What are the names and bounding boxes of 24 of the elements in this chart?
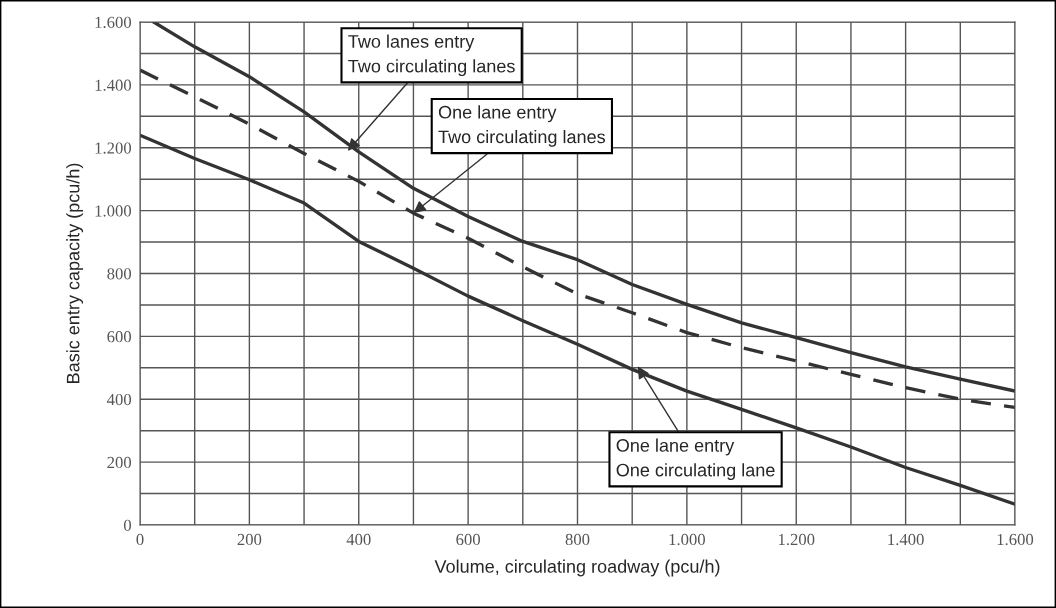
annotation: Two lanes entry Two circulating lanes (348, 34, 515, 77)
y-tick-label: 1.200 (95, 142, 132, 154)
x-tick-label: 200 (237, 533, 262, 546)
y-tick-label: 200 (107, 456, 132, 469)
x-tick-label: 1.200 (778, 533, 815, 546)
x-axis-title: Volume, circulating roadway (pcu/h) (434, 559, 720, 577)
x-tick-label: 400 (346, 533, 371, 546)
y-axis-title: Basic entry capacity (pcu/h) (66, 163, 84, 383)
y-tick-label: 800 (107, 268, 132, 280)
x-tick-label: 800 (565, 533, 590, 546)
x-tick-label: 0 (136, 533, 144, 546)
y-tick-label: 400 (106, 393, 132, 406)
x-tick-label: 1.000 (669, 533, 705, 546)
annotation: One lane entry One circulating lane (616, 438, 775, 481)
y-tick-label: 600 (107, 331, 132, 343)
x-tick-label: 600 (456, 533, 480, 546)
y-tick-label: 1.400 (95, 79, 132, 91)
line-series (152, 22, 1015, 393)
annotation: One lane entry Two circulating lanes (438, 105, 605, 147)
x-tick-label: 1.600 (997, 533, 1034, 546)
y-tick-label: 1.600 (95, 16, 132, 29)
x-tick-label: 1.400 (888, 533, 924, 546)
y-tick-label: 0 (123, 519, 132, 531)
y-tick-label: 1.000 (95, 205, 132, 217)
